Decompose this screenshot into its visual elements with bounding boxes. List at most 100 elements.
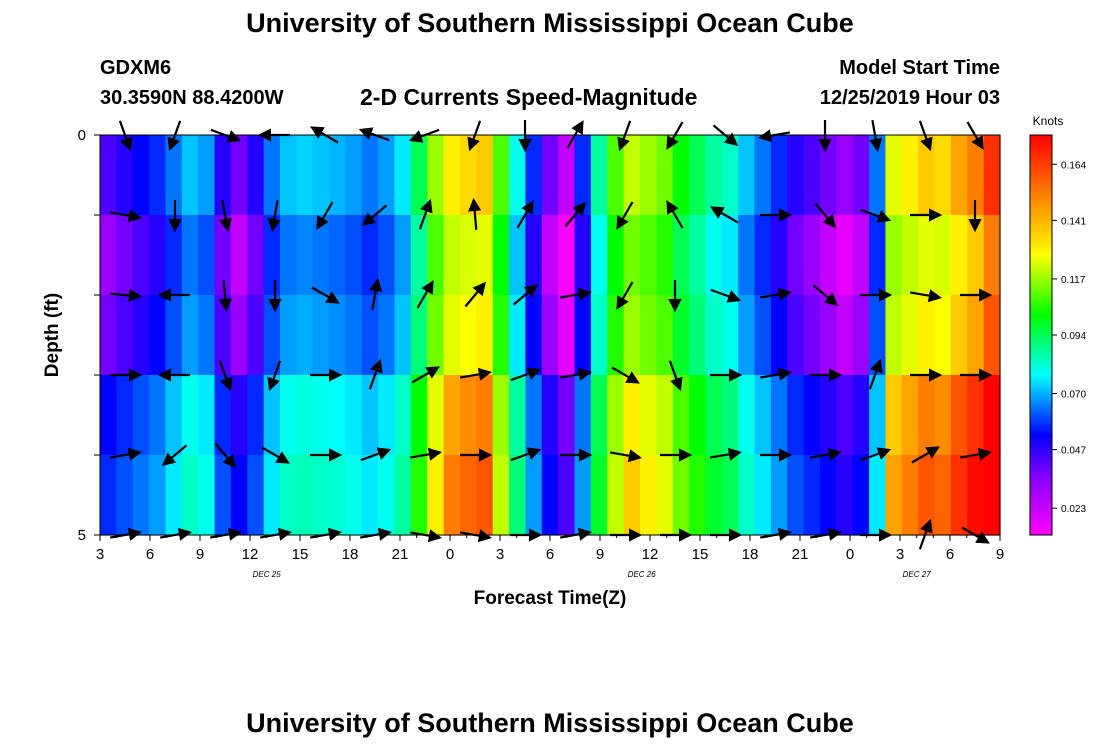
heatmap-cell (100, 135, 117, 216)
current-vector-arrow (261, 446, 290, 464)
heatmap-cell (492, 375, 510, 456)
heatmap-cell (460, 215, 477, 296)
heatmap-cell (705, 455, 723, 536)
heatmap-cell (738, 215, 756, 296)
heatmap-cell (345, 375, 363, 456)
heatmap-cell (787, 375, 805, 456)
heatmap-cell (132, 215, 150, 296)
heatmap-cell (198, 455, 216, 536)
heatmap-cell (394, 135, 412, 216)
heatmap-cell (149, 135, 167, 216)
heatmap-cell (820, 135, 837, 216)
heatmap-cell (443, 215, 461, 296)
heatmap-cell (247, 295, 265, 376)
heatmap-cell (950, 455, 968, 536)
current-vector-arrow (510, 447, 542, 462)
heatmap-cell (427, 295, 445, 376)
heatmap-cell (950, 215, 968, 296)
heatmap-cell (623, 375, 641, 456)
heatmap-cell (836, 135, 854, 216)
x-tick-label: 0 (846, 546, 854, 563)
heatmap-cell (983, 455, 1001, 536)
current-vector-arrow (464, 281, 487, 308)
heatmap-cells (100, 135, 1001, 536)
current-vector-arrow (411, 366, 440, 384)
current-vector-arrow (110, 447, 142, 461)
heatmap-cell (689, 455, 707, 536)
current-vector-arrow (416, 280, 434, 309)
heatmap-cell (623, 295, 641, 376)
heatmap-cell (345, 295, 363, 376)
colorbar-tick-label: 0.117 (1061, 275, 1086, 286)
colorbar-tick-label: 0.141 (1061, 216, 1086, 227)
y-axis: 05 (78, 127, 100, 544)
heatmap-cell (460, 375, 477, 456)
heatmap-cell (329, 215, 347, 296)
heatmap-cell (934, 375, 952, 456)
heatmap-cell (541, 455, 559, 536)
heatmap-cell (574, 135, 592, 216)
heatmap-cell (509, 215, 527, 296)
heatmap-cell (836, 455, 854, 536)
heatmap-cell (852, 375, 870, 456)
heatmap-cell (689, 295, 707, 376)
heatmap-cell (770, 295, 788, 376)
heatmap-cell (149, 375, 167, 456)
heatmap-cell (460, 295, 477, 376)
heatmap-cell (623, 215, 641, 296)
heatmap-cell (296, 375, 314, 456)
heatmap-cell (721, 375, 739, 456)
heatmap-cell (263, 455, 281, 536)
heatmap-cell (345, 135, 363, 216)
heatmap-cell (787, 135, 805, 216)
x-tick-label: 6 (146, 546, 154, 563)
current-vector-arrow (110, 209, 142, 223)
heatmap-cell (672, 295, 690, 376)
heatmap-cell (312, 455, 330, 536)
current-vector-arrow (360, 447, 392, 462)
heatmap-cell (983, 375, 1001, 456)
current-vector-arrow (214, 442, 237, 469)
current-vector-arrow (710, 206, 739, 224)
heatmap-cell (312, 135, 330, 216)
heatmap-cell (100, 455, 117, 536)
heatmap-cell (721, 215, 739, 296)
current-vector-arrow (410, 447, 442, 461)
heatmap-cell (509, 295, 527, 376)
heatmap-cell (901, 455, 919, 536)
heatmap-cell (901, 375, 919, 456)
x-tick-label: 6 (946, 546, 954, 563)
heatmap-cell (820, 375, 837, 456)
page-title: University of Southern Mississippi Ocean… (246, 8, 854, 38)
heatmap-cell (738, 455, 756, 536)
heatmap-cell (476, 215, 494, 296)
heatmap-cell (296, 215, 314, 296)
heatmap-cell (852, 215, 870, 296)
current-vector-arrow (316, 201, 334, 230)
colorbar-tick-label: 0.164 (1061, 160, 1086, 171)
colorbar-tick-label: 0.094 (1061, 331, 1086, 342)
heatmap-cell (378, 455, 396, 536)
heatmap-cell (280, 375, 297, 456)
heatmap-cell (198, 135, 216, 216)
x-tick-label: 18 (342, 546, 359, 563)
x-tick-label: 0 (446, 546, 454, 563)
heatmap-cell (263, 215, 281, 296)
product-title: 2-D Currents Speed-Magnitude (360, 84, 698, 110)
current-vector-arrow (516, 200, 534, 229)
heatmap-cell (476, 375, 494, 456)
heatmap-cell (116, 135, 134, 216)
heatmap-cell (918, 135, 936, 216)
heatmap-cell (443, 295, 461, 376)
heatmap-cell (198, 295, 216, 376)
heatmap-cell (754, 375, 772, 456)
heatmap-cell (885, 375, 903, 456)
x-tick-label: 21 (792, 546, 809, 563)
heatmap-cell (558, 455, 576, 536)
heatmap-cell (410, 215, 428, 296)
current-vector-arrow (564, 201, 587, 228)
heatmap-cell (983, 295, 1001, 376)
heatmap-cell (361, 375, 379, 456)
current-vector-arrow (368, 358, 383, 390)
heatmap-cell (852, 295, 870, 376)
